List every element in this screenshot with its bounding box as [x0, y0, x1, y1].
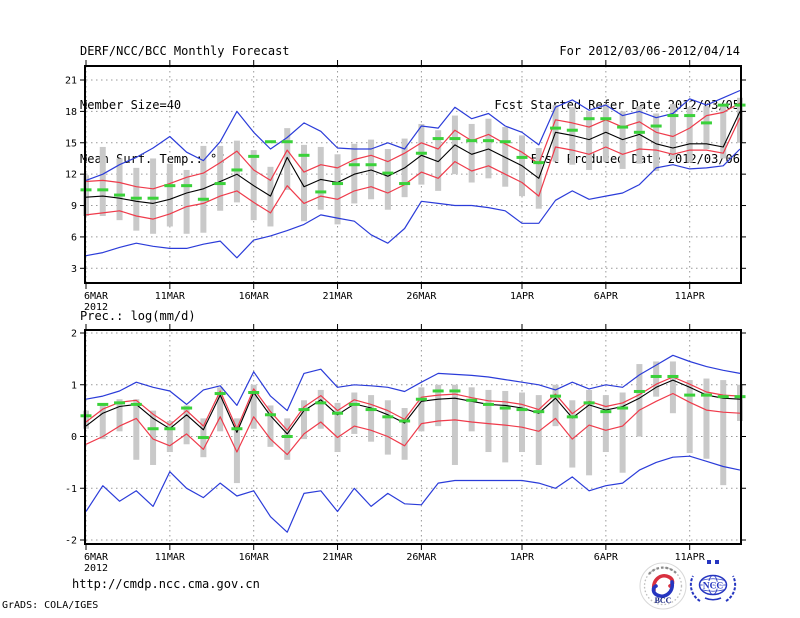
ncc-wreath-left — [689, 575, 701, 602]
series-ensemble-mean-black — [85, 379, 741, 435]
ncc-logo-text: NCC — [703, 582, 724, 592]
source-url: http://cmdp.ncc.cma.gov.cn — [72, 577, 260, 591]
y-tick-label: 1 — [71, 380, 77, 391]
green-dash-series — [80, 374, 746, 440]
y-tick-label: -1 — [65, 484, 77, 495]
x-tick-label: 1APR — [510, 552, 535, 563]
y-tick-label: 18 — [65, 107, 77, 118]
series-upper-quartile-red — [85, 102, 741, 190]
bcc-logo: BCC — [639, 562, 687, 610]
x-tick-label: 21MAR — [322, 552, 353, 563]
precipitation-chart: 6MAR 11MAR 16MAR 21MAR 26MAR 1APR 6APR 11APR201… — [65, 324, 746, 574]
x-tick-label: 11MAR — [155, 291, 186, 302]
series-lower-quartile-red — [85, 392, 741, 456]
x-tick-label: 21MAR — [322, 291, 353, 302]
member-spread-bars — [83, 97, 743, 234]
member-size-label: Member Size=40 — [80, 98, 182, 112]
precip-chart-title: Prec.: log(mm/d) — [80, 309, 196, 323]
series-lower-quartile-red — [85, 117, 741, 220]
y-tick-label: 15 — [65, 138, 77, 149]
y-tick-label: 9 — [71, 201, 77, 212]
x-tick-year-label: 2012 — [84, 302, 108, 313]
y-tick-label: -2 — [65, 536, 77, 547]
y-tick-label: 21 — [65, 76, 77, 87]
series-ensemble-max-blue — [85, 89, 741, 181]
x-tick-label: 11APR — [675, 552, 706, 563]
ncc-ribbon — [704, 597, 722, 601]
plot-title: DERF/NCC/BCC Monthly Forecast — [80, 44, 290, 58]
x-tick-year-label: 2012 — [84, 563, 108, 574]
ncc-logo: NCC — [689, 560, 737, 602]
member-spread-bars — [83, 361, 743, 486]
series-ensemble-min-blue — [85, 148, 741, 259]
surface-temperature-chart: 6MAR 11MAR 16MAR 21MAR 26MAR 1APR 6APR 11APR 201… — [65, 60, 746, 313]
x-tick-label: 6MAR — [84, 291, 109, 302]
bcc-logo-text: BCC — [655, 596, 672, 605]
x-tick-label: 26MAR — [406, 552, 437, 563]
ncc-wreath-right — [725, 575, 737, 602]
forecast-range-label: For 2012/03/06-2012/04/14 — [559, 44, 740, 58]
x-tick-label: 6APR — [594, 552, 619, 563]
green-dash-series — [80, 103, 746, 201]
y-tick-label: 6 — [71, 232, 77, 243]
y-tick-label: 0 — [71, 432, 77, 443]
y-tick-label: 2 — [71, 329, 77, 340]
x-tick-label: 11APR — [675, 291, 706, 302]
x-tick-label: 6APR — [594, 291, 619, 302]
x-tick-label: 26MAR — [406, 291, 437, 302]
x-tick-label: 1APR — [510, 291, 535, 302]
x-tick-label: 16MAR — [239, 291, 270, 302]
grid — [85, 66, 740, 283]
logos: BCC NCC — [639, 560, 737, 610]
series-ensemble-min-blue — [85, 455, 741, 533]
series-upper-quartile-red — [85, 376, 741, 431]
x-tick-label: 11MAR — [155, 552, 186, 563]
y-tick-label: 3 — [71, 264, 77, 275]
x-tick-label: 16MAR — [239, 552, 270, 563]
x-tick-label: 6MAR — [84, 552, 109, 563]
grads-credit: GrADS: COLA/IGES — [2, 600, 99, 611]
axis: 6MAR 11MAR 16MAR 21MAR 26MAR 1APR 6APR 11APR 201… — [65, 60, 746, 313]
series-ensemble-max-blue — [85, 354, 741, 412]
bcc-ring-text — [648, 566, 678, 575]
bcc-swirl-blue — [651, 580, 675, 598]
y-tick-label: 12 — [65, 170, 77, 181]
axis: 6MAR 11MAR 16MAR 21MAR 26MAR 1APR 6APR 11APR201… — [65, 324, 746, 574]
series-ensemble-mean-black — [85, 111, 741, 204]
